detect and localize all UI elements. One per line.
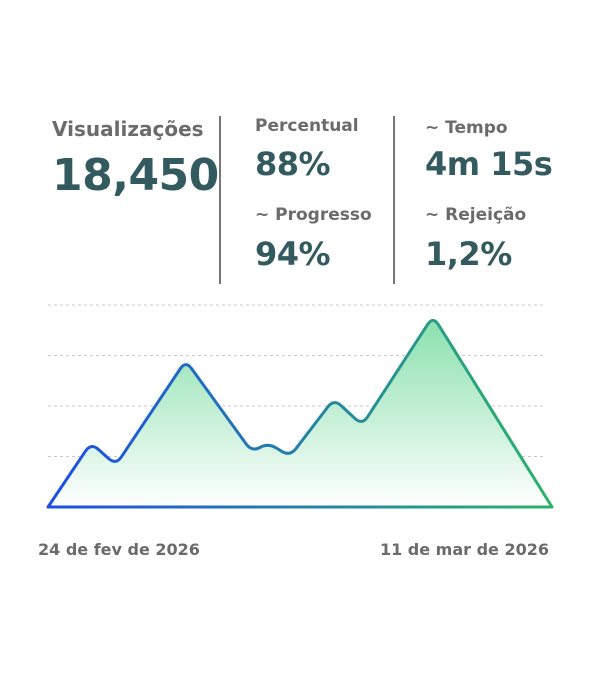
views-value: 18,450 [52, 150, 219, 201]
time-label: ~ Tempo [425, 118, 508, 138]
series-line [46, 318, 554, 509]
percent-value: 88% [255, 145, 331, 183]
time-value: 4m 15s [425, 145, 553, 183]
divider [219, 116, 221, 284]
rejection-label: ~ Rejeição [425, 205, 527, 225]
views-label: Visualizações [52, 117, 204, 141]
percent-label: Percentual [255, 116, 359, 136]
x-tick-start: 24 de fev de 2026 [38, 540, 200, 559]
area-fill [48, 320, 552, 507]
progress-value: 94% [255, 235, 331, 273]
progress-label: ~ Progresso [255, 205, 372, 225]
rejection-value: 1,2% [425, 235, 512, 273]
divider [393, 116, 395, 284]
x-tick-end: 11 de mar de 2026 [379, 540, 549, 559]
